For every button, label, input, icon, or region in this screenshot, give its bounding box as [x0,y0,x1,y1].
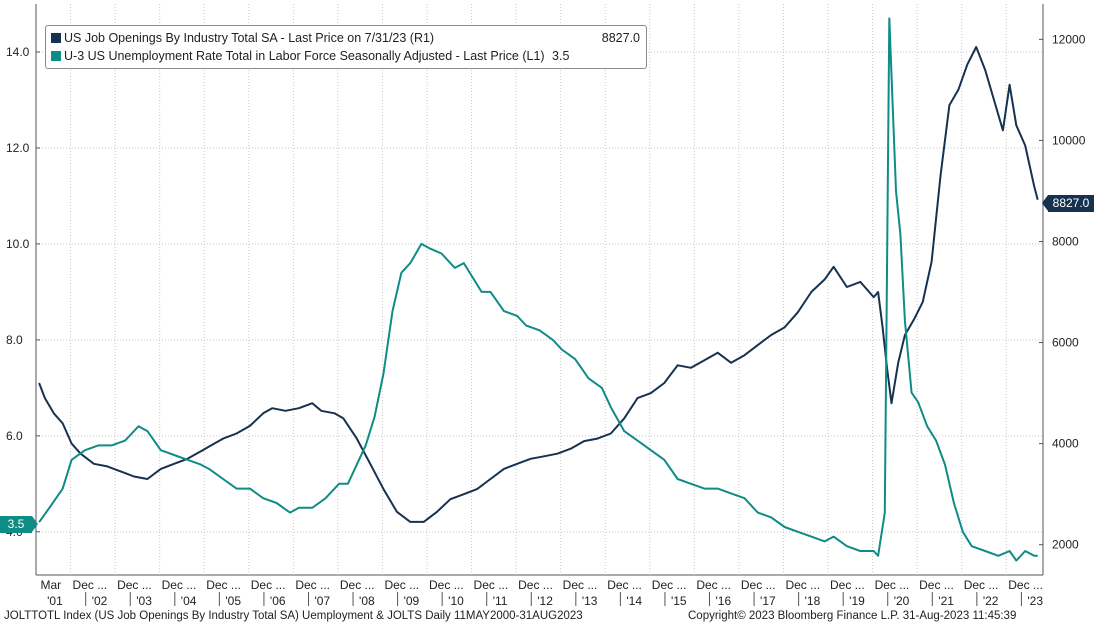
last-value-tag-job-openings: 8827.0 [1042,195,1094,212]
x-year-label: '20 [894,594,910,608]
x-month-label: Dec ... [429,578,464,592]
legend-item-unemployment: U-3 US Unemployment Rate Total in Labor … [46,47,646,65]
x-month-label: Dec ... [518,578,553,592]
x-month-label: Dec ... [919,578,954,592]
footer-copyright: Copyright© 2023 Bloomberg Finance L.P. 3… [688,610,1017,622]
x-month-label: Dec ... [206,578,241,592]
x-month-label: Dec ... [295,578,330,592]
x-year-label: '08 [359,594,375,608]
left-axis-tick-label: 10.0 [6,237,30,251]
legend-label-job-openings: US Job Openings By Industry Total SA - L… [64,31,435,45]
x-year-label: '23 [1027,594,1043,608]
x-year-label: '15 [671,594,687,608]
x-month-label: Dec ... [741,578,776,592]
x-year-label: '02 [92,594,108,608]
right-axis-tick-label: 6000 [1052,336,1079,350]
x-month-label: Dec ... [73,578,108,592]
x-month-label: Dec ... [785,578,820,592]
left-axis-tick-label: 14.0 [6,45,30,59]
x-year-label: '06 [270,594,286,608]
legend-item-job-openings: US Job Openings By Industry Total SA - L… [46,29,646,47]
x-month-label: Dec ... [652,578,687,592]
x-year-label: '10 [448,594,464,608]
x-month-label: Dec ... [830,578,865,592]
legend-swatch-job-openings [51,33,61,43]
x-year-label: '16 [716,594,732,608]
x-year-label: '03 [136,594,152,608]
x-year-label: '18 [805,594,821,608]
x-month-label: Dec ... [117,578,152,592]
x-year-label: '11 [493,594,508,608]
x-month-label: Dec ... [162,578,197,592]
x-year-label: '01 [47,594,63,608]
x-year-label: '13 [582,594,598,608]
x-month-label: Dec ... [384,578,419,592]
x-year-label: '09 [404,594,420,608]
footer-source: JOLTTOTL Index (US Job Openings By Indus… [4,610,583,622]
last-value-tag-unemployment: 3.5 [0,516,38,533]
x-month-label: Dec ... [696,578,731,592]
right-axis-tick-label: 10000 [1052,133,1086,147]
legend: US Job Openings By Industry Total SA - L… [45,25,647,69]
x-year-label: '12 [537,594,553,608]
x-month-label: Dec ... [340,578,375,592]
x-year-label: '17 [760,594,776,608]
x-year-label: '22 [983,594,999,608]
series-line-unemployment [38,17,1038,562]
left-axis-tick-label: 8.0 [6,333,23,347]
x-year-label: '14 [626,594,642,608]
x-month-label: Mar [40,578,61,592]
x-month-label: Dec ... [964,578,999,592]
x-month-label: Dec ... [563,578,598,592]
x-month-label: Dec ... [251,578,286,592]
x-month-label: Dec ... [607,578,642,592]
x-month-label: Dec ... [1008,578,1043,592]
legend-label-unemployment: U-3 US Unemployment Rate Total in Labor … [64,49,545,63]
right-axis-tick-label: 12000 [1052,32,1086,46]
legend-value-unemployment: 3.5 [552,49,570,63]
x-month-label: Dec ... [474,578,509,592]
right-axis-tick-label: 2000 [1052,538,1079,552]
x-year-label: '21 [938,594,954,608]
left-axis-tick-label: 6.0 [6,429,23,443]
x-year-label: '07 [314,594,330,608]
right-axis-tick-label: 8000 [1052,234,1079,248]
x-year-label: '05 [225,594,241,608]
series-line-job-openings [38,46,1039,523]
right-axis-tick-label: 4000 [1052,437,1079,451]
x-year-label: '19 [849,594,865,608]
left-axis-tick-label: 12.0 [6,141,30,155]
x-month-label: Dec ... [875,578,910,592]
legend-value-job-openings: 8827.0 [601,31,640,45]
legend-swatch-unemployment [51,51,61,61]
x-year-label: '04 [181,594,197,608]
